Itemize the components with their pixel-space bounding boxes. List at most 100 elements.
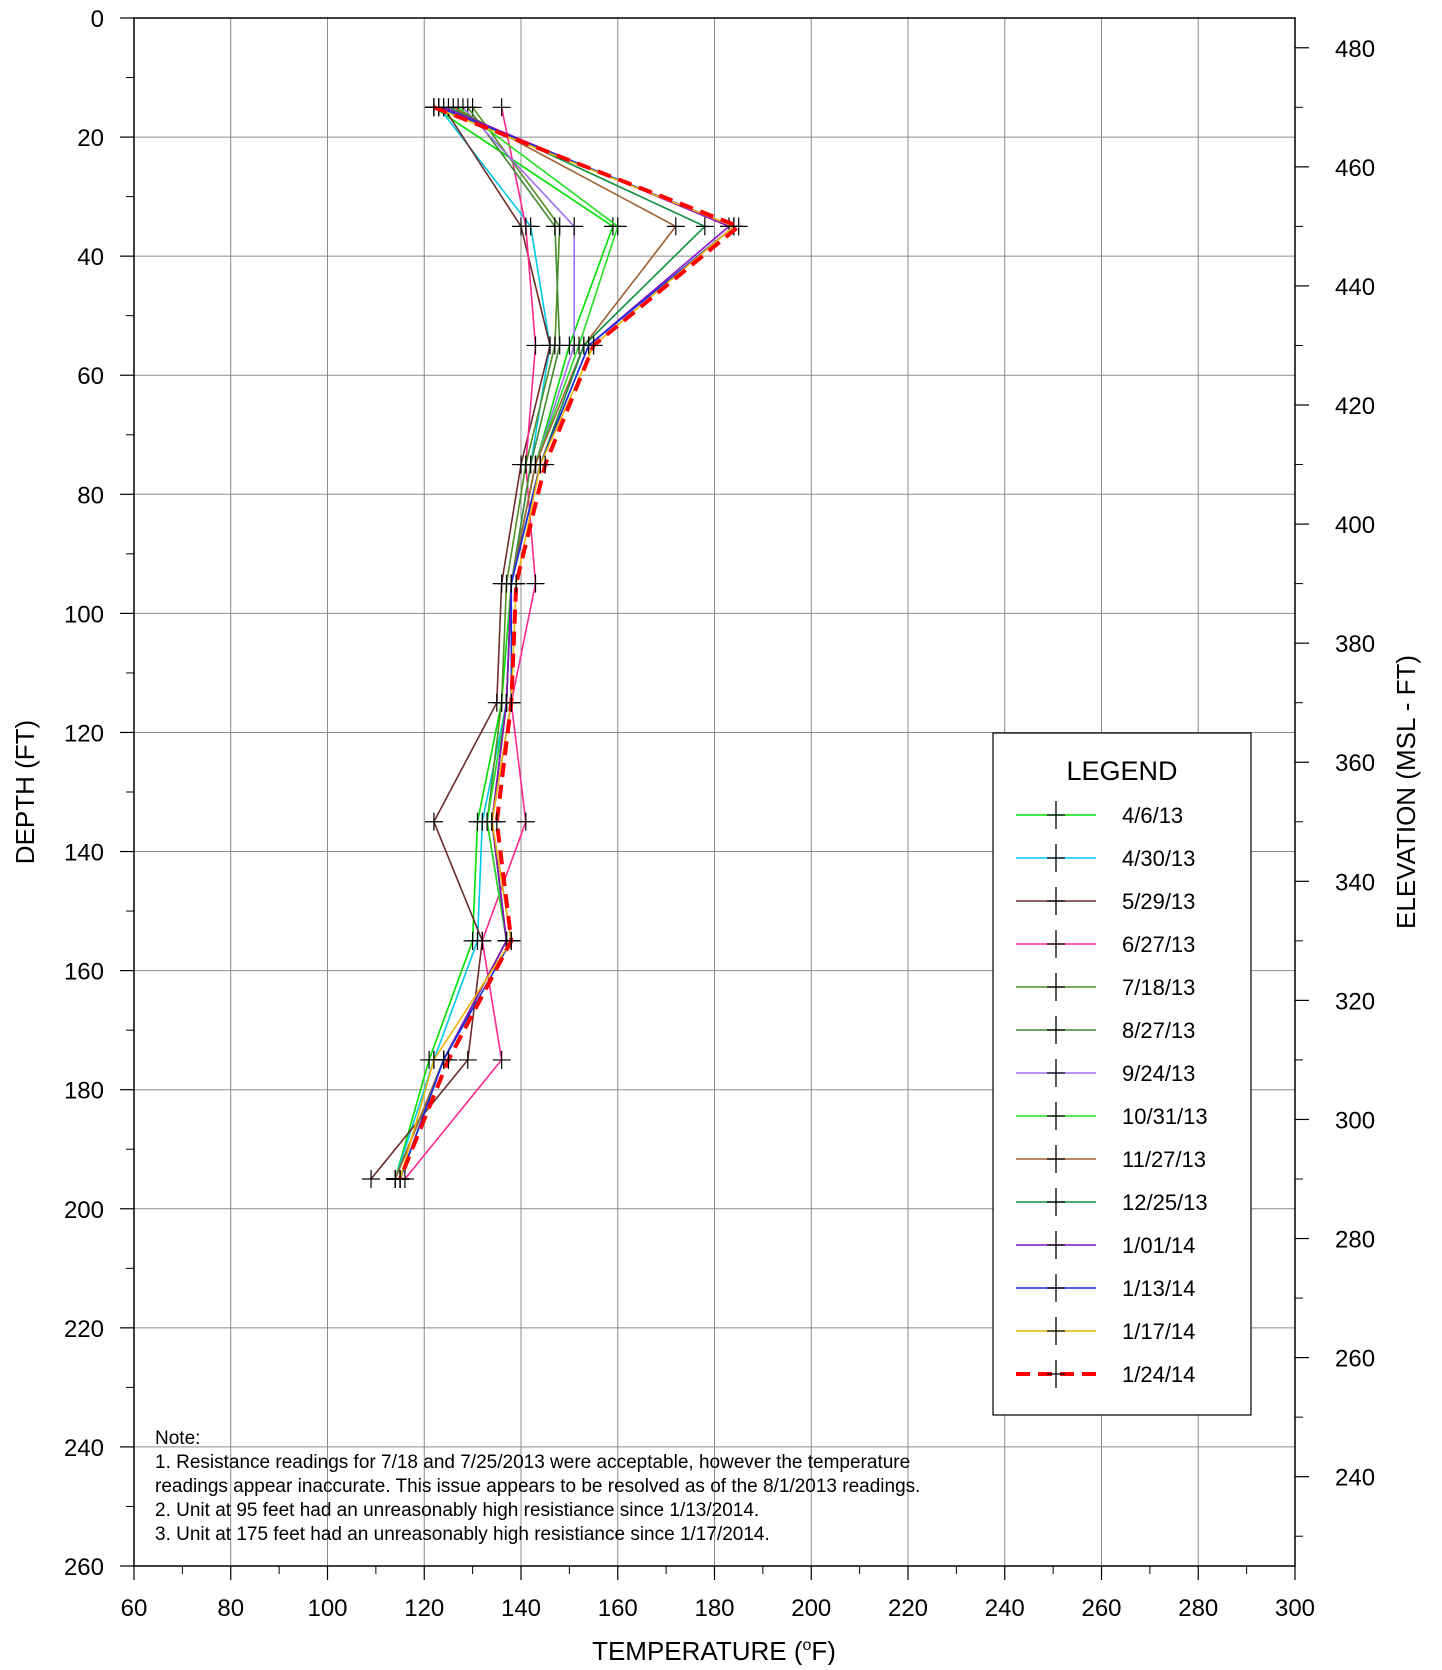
y-tick-label: 20 [77,125,104,152]
y-tick-label: 100 [64,601,104,628]
legend-label: 12/25/13 [1122,1190,1208,1215]
data-point-marker [526,336,545,355]
data-point-marker [458,1050,477,1069]
y-tick-label: 40 [77,244,104,271]
legend-swatch-marker [1047,1188,1065,1216]
data-point-marker [492,1050,511,1069]
x-tick-label: 220 [888,1595,928,1622]
y-tick-label: 80 [77,482,104,509]
y-tick-label: 60 [77,363,104,390]
y-tick-label: 220 [64,1316,104,1343]
series-line-13 [399,106,735,1180]
x-axis-title: TEMPERATURE (oF) [592,1636,836,1665]
legend-label: 4/6/13 [1122,803,1183,828]
data-point-marker [391,1170,410,1188]
legend-swatch-marker [1047,801,1065,829]
data-point-marker [439,1050,458,1069]
series-line-14 [398,105,741,1180]
x-tick-label: 240 [985,1595,1025,1622]
legend-label: 1/13/14 [1122,1276,1195,1301]
data-point-marker [565,217,584,236]
note-line: 1. Resistance readings for 7/18 and 7/25… [155,1452,910,1473]
y2-tick-label: 460 [1335,155,1375,182]
legend-label: 8/27/13 [1122,1018,1195,1043]
x-tick-label: 300 [1275,1595,1315,1622]
y-tick-label: 200 [64,1197,104,1224]
y2-tick-label: 240 [1335,1465,1375,1492]
y2-tick-label: 340 [1335,869,1375,896]
x-tick-label: 60 [121,1595,148,1622]
y2-tick-label: 440 [1335,274,1375,301]
data-point-marker [584,336,603,355]
y2-tick-label: 260 [1335,1346,1375,1373]
y2-tick-label: 320 [1335,988,1375,1015]
data-point-marker [516,217,535,236]
y2-tick-label: 300 [1335,1107,1375,1134]
series-line-10 [399,106,706,1180]
legend-swatch-marker [1047,844,1065,872]
legend-label: 9/24/13 [1122,1061,1195,1086]
note-block: Note: 1. Resistance readings for 7/18 and… [155,1428,920,1545]
data-point-marker [545,217,564,236]
data-point-marker [424,98,443,117]
legend: LEGEND 4/6/13 4/30/13 5/29/13 6/27/13 7/18/1… [992,732,1252,1416]
legend-swatch-marker [1047,1016,1065,1044]
y2-axis-title: ELEVATION (MSL - FT) [1391,655,1421,929]
legend-label: 4/30/13 [1122,846,1195,871]
legend-swatch-marker [1047,887,1065,915]
series-line-4 [404,107,537,1180]
y2-tick-label: 280 [1335,1227,1375,1254]
legend-swatch-marker [1047,1274,1065,1302]
axes: 60 80 100 120 140 160 180 200 220 240 260 280 300 0 20… [64,6,1375,1622]
legend-label: 1/17/14 [1122,1319,1195,1344]
series-line-6 [394,106,561,1180]
x-tick-label: 260 [1081,1595,1121,1622]
x-tick-label: 200 [791,1595,831,1622]
legend-swatch-marker [1047,973,1065,1001]
y-tick-label: 260 [64,1554,104,1581]
y2-tick-label: 380 [1335,631,1375,658]
x-tick-label: 280 [1178,1595,1218,1622]
data-point-marker [695,217,714,236]
x-tick-label: 180 [694,1595,734,1622]
y-tick-label: 240 [64,1435,104,1462]
legend-label: 5/29/13 [1122,889,1195,914]
series-lines [362,98,748,1188]
series-line-9 [394,106,677,1180]
legend-label: 10/31/13 [1122,1104,1208,1129]
legend-swatch-marker [1047,1360,1065,1388]
data-point-marker [729,217,748,236]
data-point-marker [526,574,545,593]
data-point-marker [473,931,492,950]
note-line: 2. Unit at 95 feet had an unreasonably h… [155,1500,759,1521]
y-tick-label: 160 [64,959,104,986]
legend-swatch-marker [1047,930,1065,958]
data-point-marker [502,693,521,712]
y-tick-label: 120 [64,720,104,747]
legend-label: 11/27/13 [1122,1147,1206,1172]
y2-tick-label: 480 [1335,36,1375,63]
data-point-marker [608,217,627,236]
x-tick-label: 100 [307,1595,347,1622]
y-tick-label: 0 [91,6,104,33]
legend-box [992,732,1252,1416]
y-tick-label: 180 [64,1078,104,1105]
y-axis-title: DEPTH (FT) [10,720,40,864]
legend-title: LEGEND [1066,756,1177,786]
data-point-marker [536,455,555,474]
legend-swatch-marker [1047,1231,1065,1259]
x-tick-label: 160 [598,1595,638,1622]
legend-label: 1/24/14 [1122,1362,1195,1387]
legend-label: 7/18/13 [1122,975,1195,1000]
series-line-5 [394,106,561,1180]
y2-tick-label: 420 [1335,393,1375,420]
data-point-marker [507,574,526,593]
x-tick-label: 120 [404,1595,444,1622]
series-line-12 [399,106,735,1180]
data-point-marker [666,217,685,236]
data-point-marker [487,812,506,831]
series-line-11 [399,106,730,1180]
y-tick-label: 140 [64,840,104,867]
